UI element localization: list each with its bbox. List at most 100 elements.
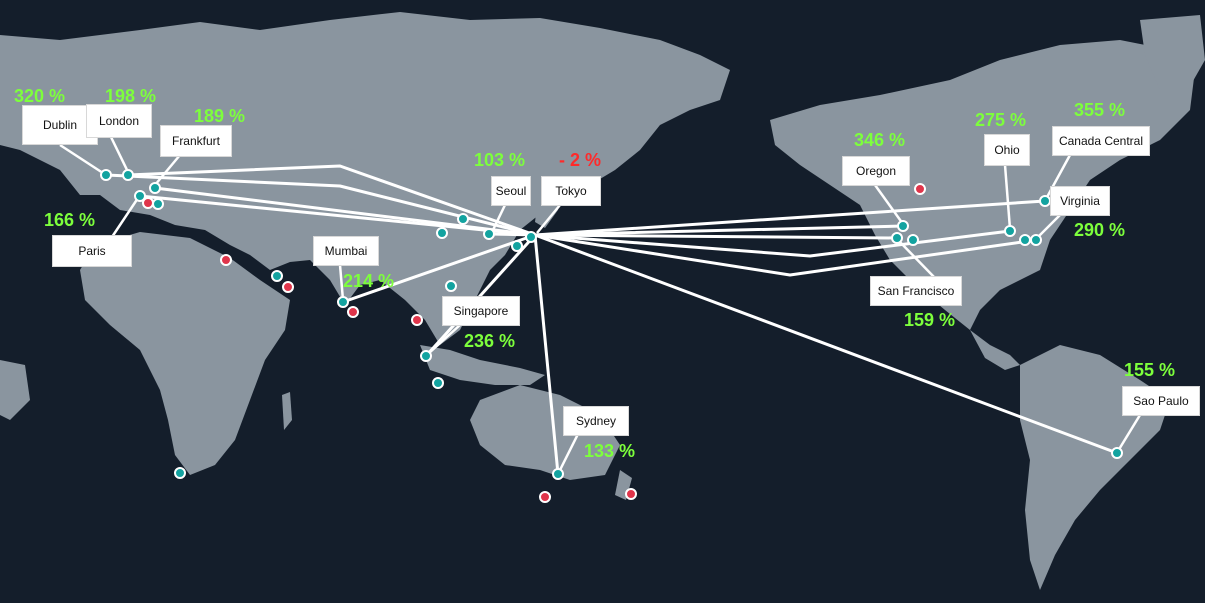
node-ohio[interactable]: [1004, 225, 1016, 237]
node-cape-town[interactable]: [174, 467, 186, 479]
label-sydney[interactable]: Sydney: [563, 406, 629, 436]
change-san-francisco: 159 %: [904, 310, 956, 330]
change-seoul: 103 %: [474, 150, 526, 170]
node-inactive[interactable]: [411, 314, 423, 326]
label-virginia[interactable]: Virginia: [1050, 186, 1110, 216]
label-seoul[interactable]: Seoul: [491, 176, 531, 206]
landmass-central-america: [970, 330, 1020, 370]
node-frankfurt[interactable]: [149, 182, 161, 194]
pointer-paris: [110, 197, 140, 238]
node-seoul[interactable]: [483, 228, 495, 240]
node-asia-central[interactable]: [436, 227, 448, 239]
landmass-layer: [0, 12, 1205, 590]
link-london: [126, 164, 537, 237]
node-saopaulo[interactable]: [1111, 447, 1123, 459]
node-inactive[interactable]: [539, 491, 551, 503]
node-inactive[interactable]: [220, 254, 232, 266]
pointer-ohio: [1003, 164, 1012, 230]
node-layer: [100, 169, 1123, 503]
landmass-madagascar: [282, 392, 292, 430]
link-virginia: [533, 233, 1038, 277]
node-dublin[interactable]: [100, 169, 112, 181]
change-singapore: 236 %: [464, 331, 516, 351]
node-inactive[interactable]: [914, 183, 926, 195]
node-inactive[interactable]: [347, 306, 359, 318]
label-oregon[interactable]: Oregon: [842, 156, 910, 186]
label-dublin[interactable]: Dublin: [22, 105, 98, 145]
change-london: 198 %: [105, 86, 157, 106]
change-mumbai: 214 %: [343, 271, 395, 291]
node-singapore[interactable]: [420, 350, 432, 362]
label-ohio[interactable]: Ohio: [984, 134, 1030, 166]
node-paris[interactable]: [134, 190, 146, 202]
link-paris: [138, 194, 537, 237]
node-sydney[interactable]: [552, 468, 564, 480]
node-hong-kong[interactable]: [445, 280, 457, 292]
change-oregon: 346 %: [854, 130, 906, 150]
label-canada-central[interactable]: Canada Central: [1052, 126, 1150, 156]
node-us-east[interactable]: [1019, 234, 1031, 246]
node-inactive[interactable]: [625, 488, 637, 500]
node-oregon[interactable]: [897, 220, 909, 232]
node-tokyo[interactable]: [525, 231, 537, 243]
node-virginia[interactable]: [1030, 234, 1042, 246]
pointer-oregon: [873, 184, 905, 225]
change-virginia: 290 %: [1074, 220, 1126, 240]
link-sydney: [533, 233, 560, 476]
change-frankfurt: 189 %: [194, 106, 246, 126]
pointer-london: [108, 134, 130, 173]
node-canada[interactable]: [1039, 195, 1051, 207]
landmass-southeast-asia: [420, 345, 545, 385]
label-san-francisco[interactable]: San Francisco: [870, 276, 962, 306]
link-saopaulo: [533, 233, 1119, 455]
pointer-dublin: [59, 143, 107, 177]
node-sanfrancisco[interactable]: [891, 232, 903, 244]
link-frankfurt: [153, 186, 537, 237]
node-mumbai[interactable]: [337, 296, 349, 308]
change-tokyo: - 2 %: [559, 150, 602, 170]
pointer-tokyo: [536, 204, 561, 234]
link-mumbai: [341, 233, 537, 304]
change-sao-paulo: 155 %: [1124, 360, 1176, 380]
change-sydney: 133 %: [584, 441, 636, 461]
change-paris: 166 %: [44, 210, 96, 230]
callout-layer: [59, 134, 1142, 473]
node-london[interactable]: [122, 169, 134, 181]
label-tokyo[interactable]: Tokyo: [541, 176, 601, 206]
pointer-virginia: [1036, 214, 1061, 239]
landmass-eurasia: [0, 12, 730, 345]
change-ohio: 275 %: [975, 110, 1027, 130]
label-paris[interactable]: Paris: [52, 235, 132, 267]
node-asia-north[interactable]: [457, 213, 469, 225]
node-inactive[interactable]: [142, 197, 154, 209]
landmass-africa: [80, 232, 290, 475]
node-europe-south[interactable]: [152, 198, 164, 210]
landmass-north-america: [770, 40, 1195, 330]
landmass-greenland: [1140, 15, 1205, 95]
label-london[interactable]: London: [86, 104, 152, 138]
link-layer: [104, 164, 1119, 476]
pointer-singapore: [427, 324, 461, 355]
link-ohio: [533, 229, 1012, 258]
node-us-west[interactable]: [907, 234, 919, 246]
link-dublin: [104, 173, 537, 237]
label-singapore[interactable]: Singapore: [442, 296, 520, 326]
change-canada-central: 355 %: [1074, 100, 1126, 120]
pointer-sanfrancisco: [897, 239, 936, 279]
pointer-saopaulo: [1116, 414, 1142, 452]
node-jakarta[interactable]: [432, 377, 444, 389]
pointer-seoul: [490, 204, 507, 233]
label-mumbai[interactable]: Mumbai: [313, 236, 379, 266]
label-sao-paulo[interactable]: Sao Paulo: [1122, 386, 1200, 416]
link-sanfrancisco: [533, 233, 899, 240]
node-inactive[interactable]: [282, 281, 294, 293]
landmass-south-america: [1020, 345, 1170, 590]
pointer-sydney: [557, 433, 580, 473]
pointer-mumbai: [338, 264, 345, 301]
node-osaka[interactable]: [511, 240, 523, 252]
label-frankfurt[interactable]: Frankfurt: [160, 125, 232, 157]
landmass-caribbean-edge: [0, 360, 30, 420]
node-middle-east[interactable]: [271, 270, 283, 282]
